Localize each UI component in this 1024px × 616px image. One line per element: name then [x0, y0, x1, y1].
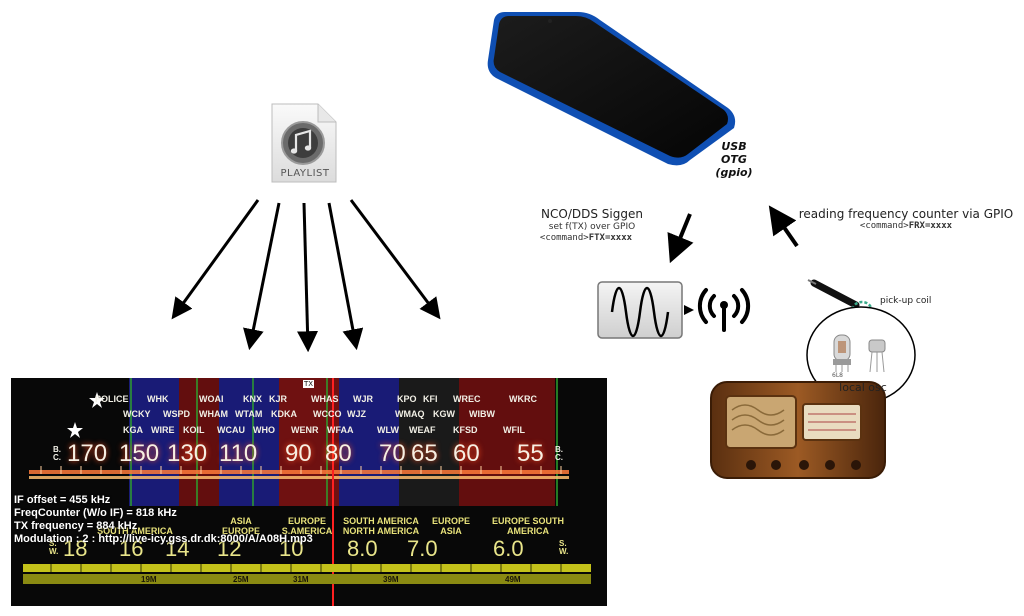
usb-otg-label: USB OTG (gpio): [700, 140, 768, 179]
local-osc-circle: [806, 306, 916, 404]
playlist-label: PLAYLIST: [280, 168, 330, 179]
station-label: WKRC: [509, 394, 537, 404]
sw-side-label-right: S.W.: [559, 539, 569, 556]
sw-side-label-left: S.W.: [49, 539, 59, 556]
region-label: SOUTH AMERICA NORTH AMERICA: [342, 516, 420, 536]
antenna-icon: [697, 288, 751, 332]
region-label: EUROPE SOUTH AMERICA: [491, 516, 564, 536]
station-label: KFI: [423, 394, 438, 404]
mw-side-label-right: B.C.: [555, 445, 563, 462]
nco-command: <command>FTX=xxxx: [506, 233, 666, 243]
smartphone-icon: [487, 12, 736, 166]
tx-pointer-label: TX: [303, 380, 315, 388]
station-label: WMAQ: [395, 409, 425, 419]
sw-scale-number: 12: [217, 536, 242, 561]
region-label: SOUTH AMERICA: [97, 526, 173, 536]
station-label: WJR: [353, 394, 373, 404]
mw-scale-number: 150: [119, 440, 160, 467]
station-label: WENR: [291, 425, 319, 435]
nco-command-value: FTX=xxxx: [588, 233, 633, 243]
sw-scale-number: 10: [279, 536, 304, 561]
mw-scale-number: 110: [219, 440, 258, 467]
freq-counter-command: <command>FRX=xxxx: [790, 221, 1022, 231]
local-osc-label: local osc: [839, 381, 887, 394]
sw-scale-number: 6.0: [493, 536, 524, 561]
station-label: WEAF: [409, 425, 436, 435]
station-label: WIBW: [469, 409, 495, 419]
control-arrows: [667, 205, 799, 264]
usb-label-line2: OTG: [721, 153, 747, 166]
nco-title: NCO/DDS Siggen: [541, 207, 643, 221]
nco-subtitle: set f(TX) over GPIO: [548, 222, 636, 232]
mw-scale-number: 130: [167, 440, 208, 467]
playlist-file-icon: [271, 103, 337, 183]
sw-scale-number: 14: [165, 536, 190, 561]
station-label: WIRE: [151, 425, 175, 435]
freq-command-value: FRX=xxxx: [908, 221, 953, 231]
usb-label-line1: USB: [721, 140, 747, 153]
dial-graphics: [23, 378, 591, 606]
station-label: WREC: [453, 394, 481, 404]
usb-label-line3: (gpio): [715, 166, 753, 179]
pickup-coil-label: pick-up coil: [880, 296, 932, 306]
meter-band-label: 25M: [233, 575, 249, 584]
status-modulation: Modulation : 2 : http://live-icy.gss.dr.…: [14, 533, 313, 545]
station-label: WHAS: [311, 394, 339, 404]
region-label: ASIA EUROPE: [221, 516, 260, 536]
station-label: KDKA: [271, 409, 297, 419]
freq-counter-title: reading frequency counter via GPIO: [798, 207, 1014, 221]
sw-scale-number: 16: [119, 536, 144, 561]
playlist-arrows: [171, 199, 441, 353]
station-label: WHAM: [199, 409, 228, 419]
station-label: KFSD: [453, 425, 478, 435]
station-label: WCAU: [217, 425, 245, 435]
station-label: WHK: [147, 394, 169, 404]
sw-scale-number: 8.0: [347, 536, 378, 561]
nco-command-prefix: <command>: [539, 233, 589, 243]
mw-scale-number: 170: [67, 440, 108, 467]
mw-scale-number: 90: [285, 440, 312, 467]
station-label: KOIL: [183, 425, 205, 435]
station-label: KNX: [243, 394, 263, 404]
signal-generator-icon: [597, 281, 694, 339]
station-label: KGA: [123, 425, 143, 435]
station-label: WFIL: [503, 425, 525, 435]
mw-scale-number: 60: [453, 440, 480, 467]
meter-band-label: 19M: [141, 575, 157, 584]
station-label: WLW: [377, 425, 399, 435]
station-label: WHO: [253, 425, 275, 435]
station-label: WFAA: [327, 425, 354, 435]
station-label: KJR: [269, 394, 288, 404]
sw-scale-number: 18: [63, 536, 88, 561]
station-label: KGW: [433, 409, 455, 419]
status-freq-counter: FreqCounter (W/o IF) = 818 kHz: [14, 507, 177, 519]
status-if-offset: IF offset = 455 kHz: [14, 494, 111, 506]
mw-side-label-left: B.C.: [53, 445, 61, 462]
freq-command-prefix: <command>: [859, 221, 909, 231]
station-label: WTAM: [235, 409, 263, 419]
station-label: WJZ: [347, 409, 366, 419]
region-label: EUROPE S.AMERICA: [281, 516, 333, 536]
region-label: EUROPE ASIA: [431, 516, 470, 536]
mw-scale-number: 80: [325, 440, 352, 467]
mw-scale-number: 55: [517, 440, 544, 467]
mw-scale-number: 65: [411, 440, 438, 467]
vintage-radio-icon: [710, 381, 886, 479]
station-label: WCKY: [123, 409, 151, 419]
station-label: WOAI: [199, 394, 224, 404]
station-label: WSPD: [163, 409, 190, 419]
station-label: POLICE: [95, 394, 129, 404]
tube-label: 6L8: [832, 372, 843, 379]
meter-band-label: 31M: [293, 575, 309, 584]
sw-scale-number: 7.0: [407, 536, 438, 561]
status-tx-frequency: TX frequency = 884 kHz: [14, 520, 138, 532]
meter-band-label: 39M: [383, 575, 399, 584]
mw-scale-number: 70: [379, 440, 406, 467]
radio-dial-panel: TX POLICE WHK WOAI KNX KJR WHAS WJR KPO …: [11, 378, 607, 606]
station-label: WCCO: [313, 409, 342, 419]
meter-band-label: 49M: [505, 575, 521, 584]
station-label: KPO: [397, 394, 417, 404]
